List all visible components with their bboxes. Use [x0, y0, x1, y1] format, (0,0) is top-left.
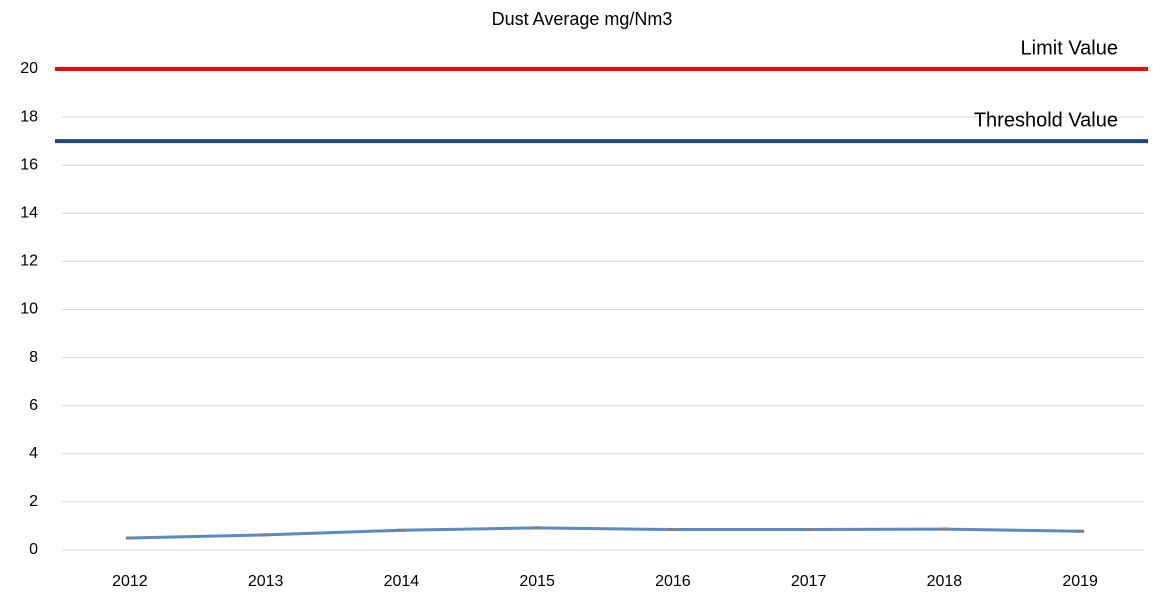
x-tick-label: 2013: [248, 573, 284, 590]
x-tick-label: 2012: [112, 573, 148, 590]
data-line: [129, 526, 1081, 540]
y-tick-label: 10: [20, 301, 38, 318]
x-tick-label: 2017: [791, 573, 827, 590]
chart-title: Dust Average mg/Nm3: [492, 9, 673, 29]
y-tick-label: 16: [20, 156, 38, 173]
reference-label: Threshold Value: [974, 109, 1118, 131]
y-tick-label: 8: [29, 349, 38, 366]
x-tick-label: 2018: [927, 573, 963, 590]
y-tick-label: 20: [20, 60, 38, 77]
y-tick-label: 18: [20, 108, 38, 125]
x-tick-label: 2016: [655, 573, 691, 590]
y-tick-label: 6: [29, 397, 38, 414]
y-tick-label: 12: [20, 253, 38, 270]
x-tick-label: 2014: [384, 573, 420, 590]
y-tick-label: 4: [29, 445, 38, 462]
y-tick-label: 0: [29, 541, 38, 558]
y-tick-label: 14: [20, 205, 38, 222]
y-tick-label: 2: [29, 493, 38, 510]
reference-label: Limit Value: [1021, 37, 1118, 59]
x-tick-label: 2015: [519, 573, 555, 590]
x-tick-label: 2019: [1062, 573, 1098, 590]
